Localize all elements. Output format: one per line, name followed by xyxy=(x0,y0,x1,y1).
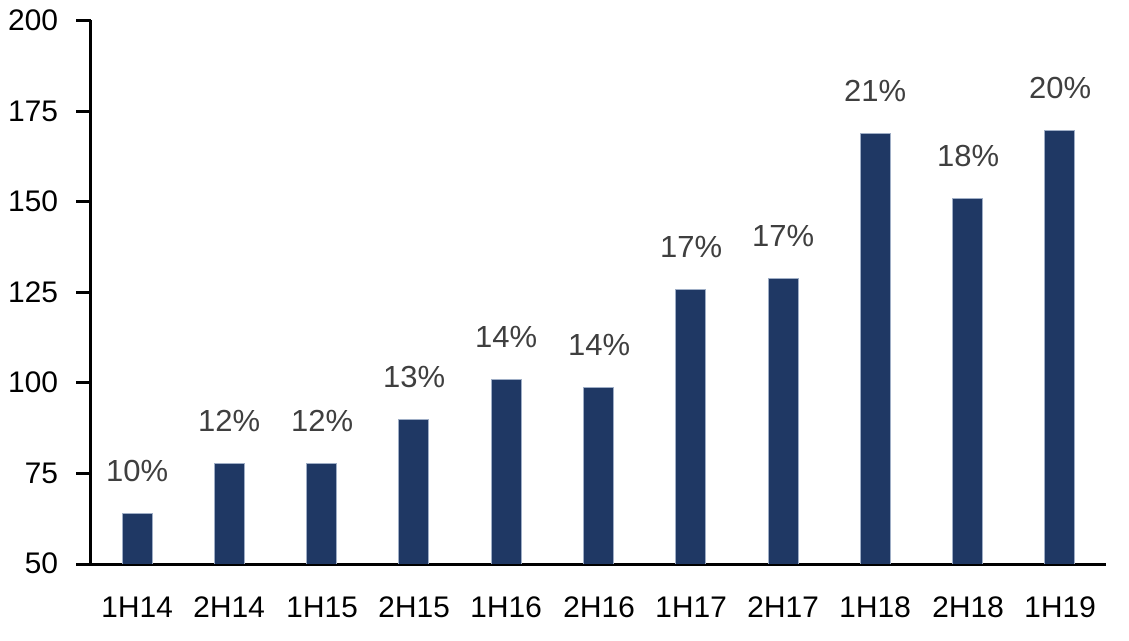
bar xyxy=(675,289,706,564)
y-tick-mark xyxy=(76,19,91,22)
bar xyxy=(306,463,337,564)
x-tick-label: 2H17 xyxy=(747,591,819,624)
bar-value-label: 12% xyxy=(197,403,261,438)
y-tick-mark xyxy=(76,291,91,294)
bar xyxy=(583,387,614,564)
y-tick-label: 50 xyxy=(24,547,58,580)
x-tick-label: 1H17 xyxy=(655,591,727,624)
bar xyxy=(398,419,429,564)
bar xyxy=(214,463,245,564)
x-tick-label: 2H16 xyxy=(563,591,635,624)
x-tick-label: 2H15 xyxy=(378,591,450,624)
bar xyxy=(952,198,983,564)
x-tick-label: 1H18 xyxy=(839,591,911,624)
y-tick-mark xyxy=(76,381,91,384)
x-tick-label: 1H15 xyxy=(286,591,358,624)
y-tick-mark xyxy=(76,472,91,475)
bar-value-label: 14% xyxy=(474,319,538,354)
y-tick-label: 200 xyxy=(7,4,58,37)
x-tick-label: 1H14 xyxy=(101,591,173,624)
bar-value-label: 14% xyxy=(567,327,631,362)
y-tick-label: 75 xyxy=(24,457,58,490)
x-tick-label: 2H14 xyxy=(193,591,265,624)
bar xyxy=(122,513,153,564)
bar-value-label: 13% xyxy=(382,359,446,394)
y-tick-mark xyxy=(76,110,91,113)
bar xyxy=(768,278,799,564)
bar-value-label: 17% xyxy=(659,229,723,264)
bar-value-label: 20% xyxy=(1028,70,1092,105)
x-axis-line xyxy=(76,563,1106,566)
y-tick-label: 100 xyxy=(7,366,58,399)
x-tick-label: 1H16 xyxy=(470,591,542,624)
x-tick-label: 1H19 xyxy=(1024,591,1096,624)
bar-value-label: 17% xyxy=(751,218,815,253)
x-tick-label: 2H18 xyxy=(932,591,1004,624)
bar xyxy=(491,379,522,564)
y-tick-label: 150 xyxy=(7,185,58,218)
y-tick-label: 175 xyxy=(7,95,58,128)
bar xyxy=(860,133,891,564)
bar xyxy=(1044,130,1075,564)
bar-value-label: 18% xyxy=(936,138,1000,173)
bar-value-label: 10% xyxy=(105,453,169,488)
y-tick-label: 125 xyxy=(7,276,58,309)
bar-value-label: 12% xyxy=(290,403,354,438)
bar-value-label: 21% xyxy=(843,73,907,108)
y-tick-mark xyxy=(76,200,91,203)
